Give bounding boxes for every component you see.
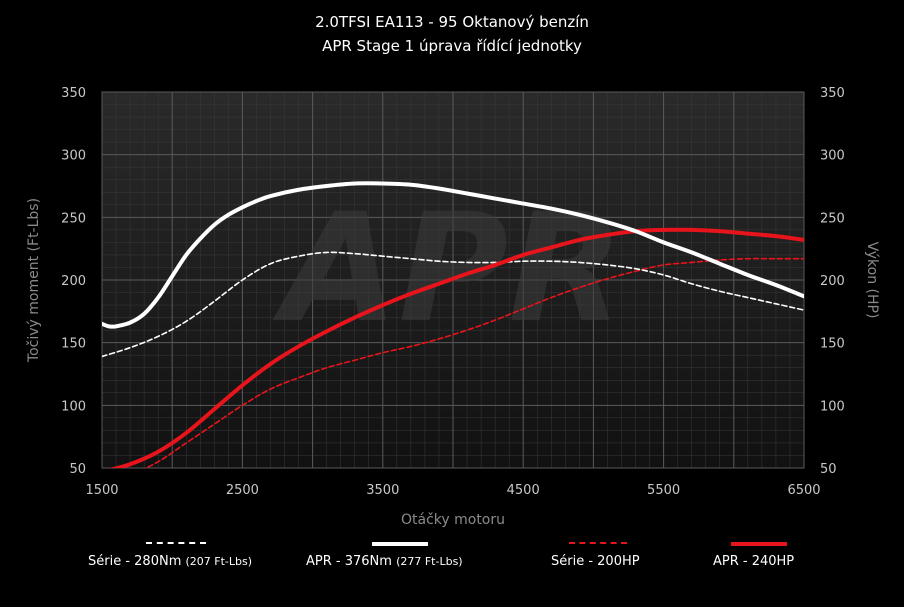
x-tick-label: 3500 — [366, 483, 399, 498]
legend-swatch — [372, 542, 428, 546]
y-tick-label-left: 250 — [61, 211, 86, 226]
legend-label: Série - 200HP — [551, 554, 640, 569]
legend-label: APR - 240HP — [713, 554, 795, 569]
legend-label: Série - 280Nm (207 Ft-Lbs) — [88, 554, 253, 569]
y-tick-label-right: 50 — [820, 462, 837, 477]
apr-watermark: APR — [272, 182, 624, 356]
legend-item-serie-power: Série - 200HP — [551, 540, 681, 580]
y-tick-label-left: 350 — [61, 86, 86, 101]
series-layer — [102, 181, 804, 468]
series-line-3 — [109, 227, 804, 468]
legend-label: APR - 376Nm (277 Ft-Lbs) — [306, 554, 463, 569]
legend-swatch — [569, 542, 627, 544]
series-line-1 — [102, 181, 804, 329]
x-tick-label: 4500 — [507, 483, 540, 498]
y-tick-label-right: 100 — [820, 399, 845, 414]
x-tick-label: 1500 — [85, 483, 118, 498]
x-axis-title: Otáčky motoru — [401, 512, 505, 528]
y-tick-label-left: 100 — [61, 399, 86, 414]
legend-item-apr-power: APR - 240HP — [713, 540, 843, 580]
y-axis-title-right: Výkon (HP) — [864, 242, 880, 319]
x-tick-label: 6500 — [787, 483, 820, 498]
y-tick-label-right: 300 — [820, 149, 845, 164]
y-tick-label-right: 350 — [820, 86, 845, 101]
y-tick-label-left: 150 — [61, 337, 86, 352]
legend-swatch — [731, 542, 787, 546]
y-axis-title-left: Točivý moment (Ft-Lbs) — [26, 198, 42, 363]
y-tick-label-left: 200 — [61, 274, 86, 289]
y-tick-label-left: 300 — [61, 149, 86, 164]
legend-item-serie-torque: Série - 280Nm (207 Ft-Lbs) — [88, 540, 278, 580]
y-tick-label-left: 50 — [69, 462, 86, 477]
legend-item-apr-torque: APR - 376Nm (277 Ft-Lbs) — [306, 540, 506, 580]
y-tick-label-right: 200 — [820, 274, 845, 289]
x-tick-label: 5500 — [647, 483, 680, 498]
chart-subtitle: APR Stage 1 úprava řídící jednotky — [322, 37, 582, 55]
x-tick-label: 2500 — [226, 483, 259, 498]
y-tick-label-right: 250 — [820, 211, 845, 226]
chart-title: 2.0TFSI EA113 - 95 Oktanový benzín — [315, 13, 589, 31]
series-line-0 — [102, 251, 804, 358]
series-line-2 — [144, 257, 804, 468]
legend-swatch — [146, 542, 206, 544]
y-tick-label-right: 150 — [820, 337, 845, 352]
